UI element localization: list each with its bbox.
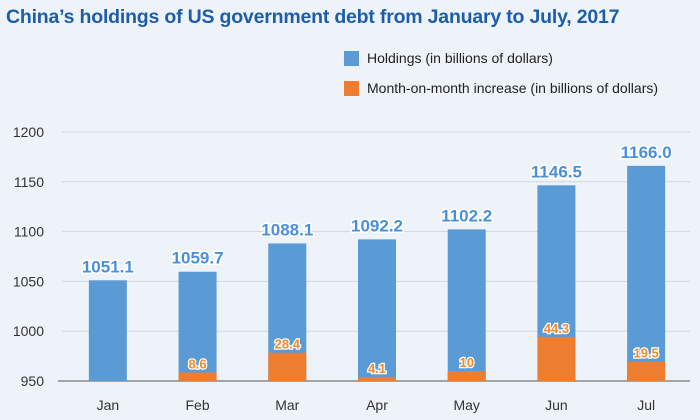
y-tick-label: 1000 <box>13 323 44 339</box>
bar-holdings <box>447 229 486 381</box>
legend-label-holdings: Holdings (in billions of dollars) <box>367 50 553 66</box>
holdings-data-label: 1146.5 <box>531 162 582 181</box>
legend-swatch-increase <box>344 80 359 96</box>
bar-increase <box>447 371 486 381</box>
x-tick-label: Mar <box>275 397 299 413</box>
bar-holdings <box>88 280 127 381</box>
y-tick-label: 1200 <box>13 124 44 140</box>
x-tick-label: Jul <box>637 397 655 413</box>
x-tick-label: May <box>453 397 479 413</box>
bar-increase <box>358 376 396 381</box>
x-tick-label: Jun <box>545 397 568 413</box>
holdings-data-label: 1088.1 <box>261 220 313 239</box>
chart-title: China’s holdings of US government debt f… <box>6 6 620 28</box>
y-tick-label: 1050 <box>13 273 44 289</box>
holdings-data-label: 1051.1 <box>82 257 134 276</box>
bar-increase <box>268 352 307 381</box>
holdings-data-label: 1166.0 <box>621 143 672 162</box>
legend-item-increase: Month-on-month increase (in billions of … <box>344 78 658 98</box>
increase-data-label: 10 <box>459 355 473 370</box>
holdings-data-label: 1092.2 <box>351 216 403 235</box>
y-tick-label: 950 <box>21 373 45 389</box>
increase-data-label: 28.4 <box>275 337 301 352</box>
legend-item-holdings: Holdings (in billions of dollars) <box>344 48 553 68</box>
holdings-data-label: 1102.2 <box>441 206 492 225</box>
x-tick-label: Apr <box>366 397 388 413</box>
holdings-data-label: 1059.7 <box>172 249 224 268</box>
bar-holdings <box>627 165 666 381</box>
x-tick-label: Feb <box>186 397 210 413</box>
increase-data-label: 44.3 <box>544 321 569 336</box>
bar-increase <box>537 336 576 381</box>
increase-data-label: 4.1 <box>368 361 386 376</box>
legend-swatch-holdings <box>344 50 359 66</box>
bar-increase <box>627 361 666 381</box>
bar-holdings <box>178 271 217 381</box>
increase-data-label: 19.5 <box>633 346 658 361</box>
legend-label-increase: Month-on-month increase (in billions of … <box>367 80 659 96</box>
increase-data-label: 8.6 <box>189 356 207 371</box>
bar-increase <box>178 372 217 381</box>
y-tick-label: 1100 <box>14 224 44 240</box>
bar-holdings <box>358 239 396 381</box>
y-tick-label: 1150 <box>14 174 44 190</box>
x-tick-label: Jan <box>97 397 120 413</box>
